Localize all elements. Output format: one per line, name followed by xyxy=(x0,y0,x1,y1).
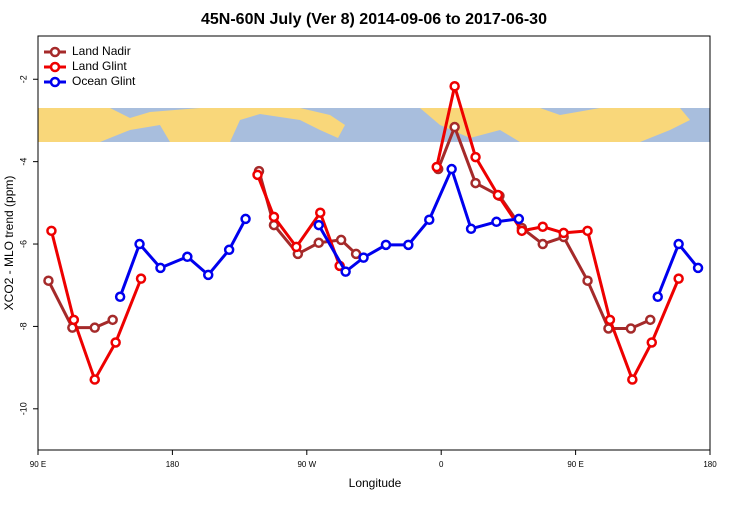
point xyxy=(380,239,392,251)
x-tick-label: 90 E xyxy=(30,460,46,469)
legend-label: Ocean Glint xyxy=(72,74,136,88)
point xyxy=(313,219,324,231)
point xyxy=(313,237,324,249)
point xyxy=(582,275,593,286)
point xyxy=(692,262,704,274)
point xyxy=(513,213,525,225)
point xyxy=(43,275,54,286)
x-axis-label: Longitude xyxy=(349,476,402,490)
y-tick-label: -8 xyxy=(18,322,28,330)
point xyxy=(89,322,100,333)
chart-title: 45N-60N July (Ver 8) 2014-09-06 to 2017-… xyxy=(201,11,547,28)
y-tick-label: -10 xyxy=(18,402,28,415)
point xyxy=(335,234,347,246)
point xyxy=(110,337,121,348)
point xyxy=(424,214,435,225)
point xyxy=(627,374,638,385)
point xyxy=(114,291,126,303)
point xyxy=(449,81,460,92)
point xyxy=(465,223,477,235)
point xyxy=(155,262,166,274)
point xyxy=(492,189,504,201)
point xyxy=(537,221,548,232)
point xyxy=(358,252,369,263)
point xyxy=(645,314,656,326)
legend-marker xyxy=(49,61,61,73)
plot-area xyxy=(43,81,704,385)
point xyxy=(431,161,442,173)
y-axis-label: XCO2 - MLO trend (ppm) xyxy=(2,176,16,311)
y-tick-label: -2 xyxy=(18,75,28,83)
point xyxy=(625,323,637,334)
map-band xyxy=(38,108,710,142)
point xyxy=(449,121,460,133)
point xyxy=(446,163,457,175)
point xyxy=(646,337,658,348)
point xyxy=(46,225,57,237)
point xyxy=(516,225,528,237)
point xyxy=(202,269,214,281)
legend-label: Land Glint xyxy=(72,59,127,73)
point xyxy=(470,177,481,189)
x-tick-label: 0 xyxy=(439,460,444,469)
point xyxy=(673,273,684,284)
y-tick-label: -6 xyxy=(18,240,28,248)
point xyxy=(314,207,326,218)
point xyxy=(537,238,548,250)
point xyxy=(89,374,100,385)
x-tick-label: 180 xyxy=(703,460,717,469)
point xyxy=(340,266,351,277)
point xyxy=(107,314,118,326)
point xyxy=(673,238,684,250)
x-tick-label: 180 xyxy=(166,460,180,469)
point xyxy=(252,169,263,181)
y-tick-label: -4 xyxy=(18,158,28,166)
point xyxy=(291,241,302,253)
point xyxy=(68,314,80,326)
legend-marker xyxy=(49,76,61,88)
point xyxy=(223,244,235,256)
legend-label: Land Nadir xyxy=(72,44,131,58)
point xyxy=(182,251,193,263)
x-tick-label: 90 W xyxy=(297,460,316,469)
point xyxy=(604,314,616,326)
point xyxy=(470,151,481,163)
series-line xyxy=(47,125,651,330)
point xyxy=(558,227,569,239)
point xyxy=(240,213,251,225)
point xyxy=(403,239,414,251)
point xyxy=(268,211,280,223)
point xyxy=(134,238,145,250)
plot-frame xyxy=(37,35,711,451)
point xyxy=(491,216,502,228)
point xyxy=(582,225,593,237)
legend-marker xyxy=(49,46,61,58)
x-tick-label: 90 E xyxy=(567,460,583,469)
point xyxy=(652,291,663,303)
point xyxy=(135,273,147,284)
